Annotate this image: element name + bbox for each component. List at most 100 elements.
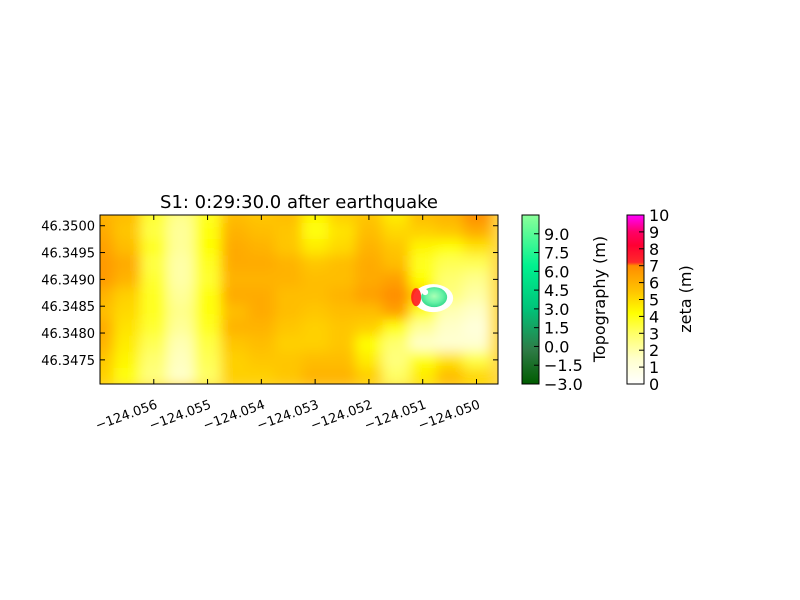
heatmap-cell (301, 319, 330, 337)
heatmap-cell (194, 239, 223, 257)
heatmap-cell (167, 239, 196, 257)
heatmap-cell (382, 287, 411, 305)
heatmap-cell (382, 215, 411, 225)
colorbar-tick-label: 4 (649, 307, 659, 326)
heatmap-cell (436, 215, 465, 225)
zeta-colorbar-label: zeta (m) (676, 265, 695, 332)
heatmap-cell (140, 223, 169, 241)
heatmap-cell (382, 255, 411, 273)
heatmap-cell (100, 351, 115, 369)
heatmap-cell (355, 255, 384, 273)
heatmap-cell (167, 319, 196, 337)
heatmap-cell (274, 287, 303, 305)
y-tick-label: 46.3490 (41, 273, 95, 288)
heatmap-cell (194, 367, 223, 384)
heatmap-cell (409, 223, 438, 241)
heatmap-cell (355, 335, 384, 353)
heatmap-cell (301, 287, 330, 305)
heatmap-cell (113, 271, 142, 289)
y-tick-label: 46.3485 (41, 300, 95, 315)
heatmap-cell (113, 319, 142, 337)
colorbar-tick-label: 9.0 (544, 225, 569, 244)
x-tick-label: −124.050 (416, 398, 482, 434)
heatmap-cell (113, 239, 142, 257)
heatmap-cell (301, 271, 330, 289)
heatmap-cell (355, 351, 384, 369)
heatmap-cell (247, 319, 276, 337)
heatmap-cell (247, 255, 276, 273)
heatmap-cell (328, 303, 357, 321)
heatmap-cell (221, 335, 249, 353)
heatmap-cell (382, 319, 411, 337)
colorbar-tick-label: 6 (649, 274, 659, 293)
heatmap-cell (436, 239, 465, 257)
topography-colorbar-fill (521, 214, 540, 385)
heatmap-cell (328, 367, 357, 384)
heatmap-cell (274, 255, 303, 273)
heatmap-cell (274, 303, 303, 321)
heatmap-cell (274, 239, 303, 257)
heatmap-cell (382, 335, 411, 353)
heatmap-cell (100, 239, 115, 257)
topography-colorbar-ticks: −3.0−1.50.01.53.04.56.07.59.0 (534, 225, 583, 394)
heatmap-cell (436, 271, 465, 289)
colorbar-tick-label: 4.5 (544, 281, 569, 300)
heatmap-cell (382, 303, 411, 321)
colorbar-tick-label: −3.0 (544, 375, 583, 394)
heatmap-cell (167, 351, 196, 369)
heatmap-cell (274, 223, 303, 241)
heatmap-cell (274, 215, 303, 225)
heatmap-cell (463, 223, 491, 241)
heatmap-cell (463, 367, 491, 384)
heatmap-cell (194, 287, 223, 305)
heatmap-cell (167, 255, 196, 273)
heatmap-cell (463, 255, 491, 273)
heatmap-cell (194, 223, 223, 241)
heatmap-cell (113, 367, 142, 384)
heatmap-cell (100, 335, 115, 353)
heatmap-cell (113, 255, 142, 273)
heatmap-cell (221, 287, 249, 305)
heatmap-cell (167, 335, 196, 353)
y-axis: 46.3475 46.3480 46.3485 46.3490 46.3495 46.35… (41, 220, 498, 369)
heatmap-cell (355, 319, 384, 337)
heatmap-cell (100, 255, 115, 273)
colorbar-tick-label: 7 (649, 257, 659, 276)
heatmap-cell (463, 351, 491, 369)
heatmap-cell (328, 271, 357, 289)
heatmap-cell (328, 223, 357, 241)
heatmap-cell (100, 215, 115, 225)
heatmap-cell (247, 271, 276, 289)
colorbar-tick-label: 0.0 (544, 337, 569, 356)
heatmap-cell (274, 367, 303, 384)
heatmap-cell (140, 303, 169, 321)
heatmap-cell (100, 367, 115, 384)
heatmap-cell (100, 287, 115, 305)
heatmap-cell (355, 223, 384, 241)
heatmap-cell (301, 303, 330, 321)
heatmap-cell (463, 287, 491, 305)
heatmap-cell (355, 367, 384, 384)
heatmap-cell (328, 351, 357, 369)
topography-colorbar-label: Topography (m) (590, 236, 609, 363)
colorbar-tick-label: 3 (649, 324, 659, 343)
colorbar-tick-label: −1.5 (544, 356, 583, 375)
plot-area (100, 215, 498, 384)
heatmap-cell (167, 215, 196, 225)
heatmap-cell (409, 335, 438, 353)
heatmap-cell (436, 335, 465, 353)
heatmap-cell (113, 351, 142, 369)
heatmap-cell (194, 335, 223, 353)
chart-title: S1: 0:29:30.0 after earthquake (160, 192, 438, 213)
heatmap-cell (140, 255, 169, 273)
heatmap-cell (194, 255, 223, 273)
zeta-heatmap (100, 215, 491, 384)
heatmap-cell (436, 319, 465, 337)
heatmap-cell (167, 303, 196, 321)
heatmap-cell (463, 303, 491, 321)
heatmap-cell (247, 239, 276, 257)
heatmap-cell (436, 255, 465, 273)
heatmap-cell (113, 223, 142, 241)
